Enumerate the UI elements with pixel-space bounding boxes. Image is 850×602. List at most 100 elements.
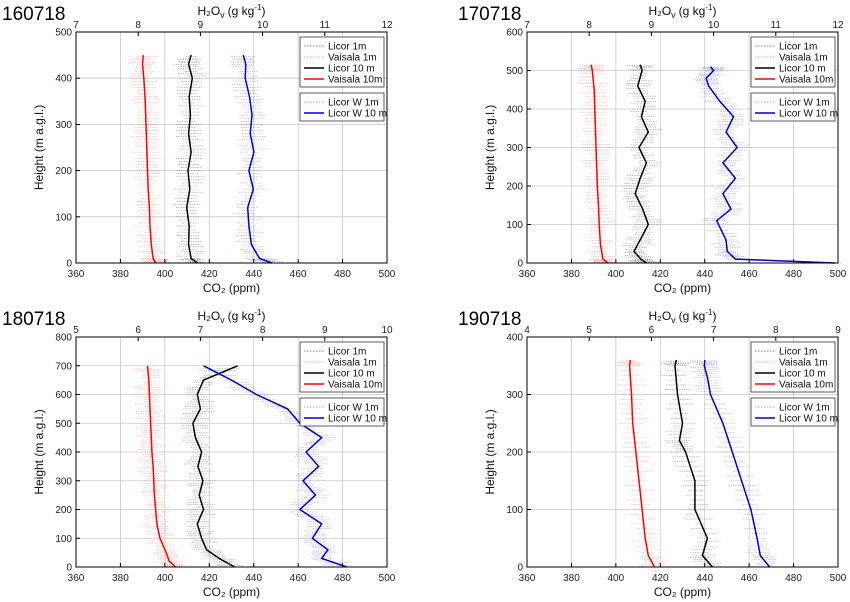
legend-box-2 — [299, 92, 385, 122]
x2-tick-label: 6 — [135, 325, 141, 336]
x-tick-label: 480 — [334, 573, 351, 584]
x2-tick-label: 6 — [649, 325, 655, 336]
x2-title-main: H₂O — [649, 309, 672, 323]
legend-label: Vaisala 1m — [328, 53, 377, 64]
x-tick-label: 360 — [68, 269, 85, 280]
y-tick-label: 700 — [55, 361, 72, 372]
x-tick-label: 480 — [785, 269, 802, 280]
legend-label: Vaisala 10m — [779, 75, 833, 86]
legend-label: Vaisala 10m — [328, 380, 382, 391]
series-line-1 — [674, 359, 713, 568]
x2-tick-label: 8 — [135, 20, 141, 31]
x-tick-label: 400 — [157, 573, 174, 584]
y-tick-label: 200 — [55, 166, 72, 177]
y-tick-label: 100 — [506, 220, 523, 231]
panel-title: 160718 — [2, 4, 65, 25]
legend-box-2 — [750, 397, 836, 427]
y-tick-label: 800 — [55, 333, 72, 344]
x2-tick-label: 7 — [711, 325, 717, 336]
x-tick-label: 460 — [741, 269, 758, 280]
y-axis-title: Height (m a.g.l.) — [483, 105, 497, 190]
x2-tick-label: 7 — [524, 20, 530, 31]
legend-label: Licor W 1m — [779, 98, 830, 109]
series-line-1 — [633, 64, 650, 264]
legend-label: Licor W 1m — [328, 403, 379, 414]
x-tick-label: 480 — [334, 269, 351, 280]
x-axis-title: CO₂ (ppm) — [654, 281, 711, 295]
y-tick-label: 0 — [66, 563, 72, 574]
legend-label: Licor 1m — [328, 347, 366, 358]
x2-title-main: H₂O — [198, 4, 221, 18]
x2-tick-label: 9 — [835, 325, 841, 336]
y-tick-label: 500 — [55, 28, 72, 39]
x-tick-label: 380 — [563, 573, 580, 584]
y-tick-label: 300 — [506, 143, 523, 154]
y-axis-title: Height (m a.g.l.) — [483, 409, 497, 494]
x2-tick-label: 8 — [260, 325, 266, 336]
x2-title-main: H₂O — [649, 4, 672, 18]
legend-label: Licor W 1m — [328, 98, 379, 109]
x-tick-label: 380 — [563, 269, 580, 280]
x2-axis-title: H₂Ov (g kg-1) — [649, 308, 717, 325]
x-tick-label: 440 — [696, 269, 713, 280]
x-tick-label: 360 — [68, 573, 85, 584]
y-tick-label: 300 — [55, 120, 72, 131]
legend-label: Licor 10 m — [328, 64, 375, 75]
x2-tick-label: 8 — [773, 325, 779, 336]
legend-label: Licor 10 m — [779, 64, 826, 75]
x2-tick-label: 10 — [708, 20, 720, 31]
y-tick-label: 200 — [506, 448, 523, 459]
y-tick-label: 600 — [55, 390, 72, 401]
panel-title: 180718 — [2, 309, 65, 330]
x2-title-close: ) — [261, 4, 265, 18]
x2-tick-label: 10 — [381, 325, 393, 336]
plot-frame — [75, 31, 388, 264]
y-tick-label: 200 — [55, 505, 72, 516]
x-tick-label: 500 — [379, 269, 396, 280]
legend-label: Vaisala 1m — [328, 358, 377, 369]
y-tick-label: 300 — [506, 390, 523, 401]
x2-tick-label: 11 — [320, 20, 331, 31]
x2-axis-title: H₂Ov (g kg-1) — [198, 308, 266, 325]
x2-tick-label: 11 — [771, 20, 782, 31]
x-tick-label: 400 — [608, 573, 625, 584]
series-line-0 — [141, 55, 157, 264]
legend-label: Vaisala 10m — [328, 75, 382, 86]
series-line-2 — [705, 66, 835, 264]
x-tick-label: 380 — [112, 269, 129, 280]
legend-label: Licor 1m — [779, 42, 817, 53]
x-axis-title: CO₂ (ppm) — [654, 585, 711, 599]
x-axis-title: CO₂ (ppm) — [203, 585, 260, 599]
x-tick-label: 480 — [785, 573, 802, 584]
y-axis-title: Height (m a.g.l.) — [32, 409, 46, 494]
series-line-1 — [185, 54, 198, 264]
y-tick-label: 400 — [506, 105, 523, 116]
x-tick-label: 360 — [519, 269, 536, 280]
x-tick-label: 500 — [830, 269, 847, 280]
legend-label: Licor 10 m — [779, 369, 826, 380]
series-line-1 — [192, 365, 238, 568]
x2-title-sup: -1 — [254, 3, 262, 12]
x-tick-label: 440 — [696, 573, 713, 584]
x2-axis-title: H₂Ov (g kg-1) — [649, 3, 717, 20]
series-line-2 — [703, 359, 771, 568]
x2-title-sub: v — [671, 10, 676, 20]
x-tick-label: 400 — [157, 269, 174, 280]
x-tick-label: 440 — [245, 269, 262, 280]
y-axis-title: Height (m a.g.l.) — [32, 105, 46, 190]
x2-tick-label: 7 — [198, 325, 204, 336]
series-line-0 — [590, 64, 609, 264]
y-tick-label: 400 — [55, 74, 72, 85]
x2-title-close: ) — [712, 309, 716, 323]
x2-tick-label: 10 — [257, 20, 269, 31]
x2-title-sup: -1 — [705, 3, 713, 12]
x2-tick-label: 4 — [524, 325, 530, 336]
x-tick-label: 460 — [741, 573, 758, 584]
x2-tick-label: 12 — [381, 20, 393, 31]
y-tick-label: 300 — [55, 476, 72, 487]
x-tick-label: 420 — [201, 573, 218, 584]
x2-title-sub: v — [671, 315, 676, 325]
y-tick-label: 200 — [506, 182, 523, 193]
